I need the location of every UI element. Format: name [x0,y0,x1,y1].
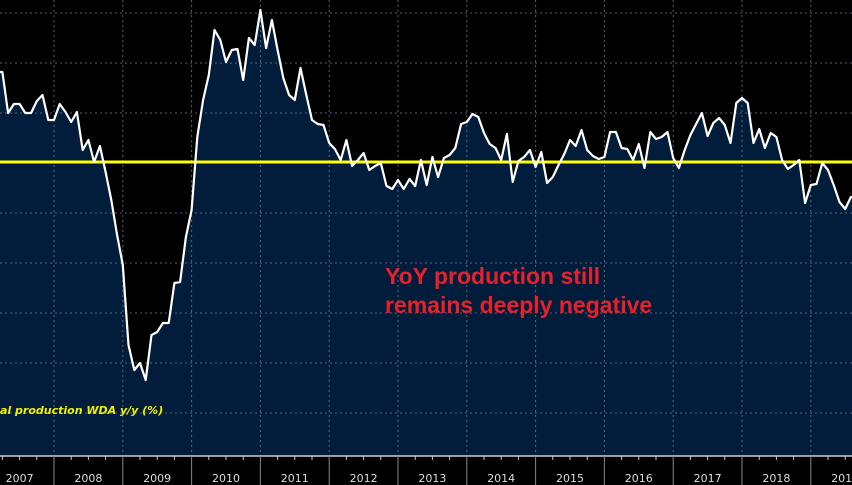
x-tick-label: 2017 [694,472,722,485]
legend-label: al production WDA y/y (%) [0,404,164,417]
x-tick-label: 2012 [350,472,378,485]
series-line [0,8,852,382]
x-tick-label: 2019 [831,472,852,485]
annotation-line-1: YoY production still [385,263,601,289]
x-tick-label: 2015 [556,472,584,485]
x-tick-label: 2011 [281,472,309,485]
x-tick-label: 2014 [487,472,515,485]
annotation: YoY production still remains deeply nega… [385,262,652,320]
x-tick-label: 2018 [762,472,790,485]
x-tick-label: 2007 [6,472,34,485]
x-tick-label: 2013 [418,472,446,485]
x-tick-label: 2009 [143,472,171,485]
area-fill [0,10,852,456]
x-tick-label: 2010 [212,472,240,485]
x-tick-label: 2008 [74,472,102,485]
x-tick-label: 2016 [625,472,653,485]
annotation-line-2: remains deeply negative [385,292,653,318]
